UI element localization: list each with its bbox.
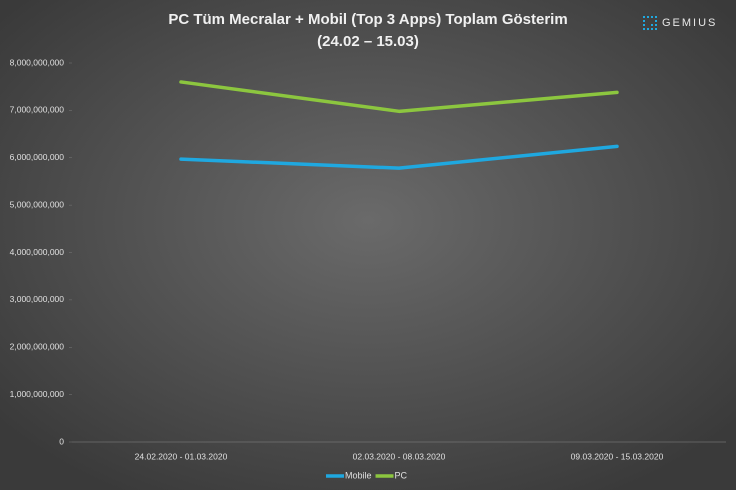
y-tick-label: 7,000,000,000	[10, 105, 65, 115]
y-tick-label: 0	[59, 436, 64, 446]
chart-title: PC Tüm Mecralar + Mobil (Top 3 Apps) Top…	[168, 11, 567, 28]
line-series	[179, 144, 619, 170]
y-tick-label: 4,000,000,000	[10, 247, 65, 257]
y-tick-label: 5,000,000,000	[10, 199, 65, 209]
x-tick-label: 02.03.2020 - 08.03.2020	[353, 451, 446, 461]
y-tick-label: 3,000,000,000	[10, 294, 65, 304]
x-tick-label: 24.02.2020 - 01.03.2020	[135, 451, 228, 461]
y-tick-label: 1,000,000,000	[10, 389, 65, 399]
chart-subtitle: (24.02 – 15.03)	[317, 33, 419, 50]
line-series	[179, 80, 619, 114]
x-tick-label: 09.03.2020 - 15.03.2020	[571, 451, 664, 461]
y-tick-label: 2,000,000,000	[10, 342, 65, 352]
y-tick-label: 6,000,000,000	[10, 152, 65, 162]
brand-logo: GEMIUS	[643, 16, 717, 30]
brand: GEMIUS	[662, 17, 717, 29]
legend-label: Mobile	[345, 470, 372, 480]
legend-label: PC	[395, 470, 408, 480]
y-tick-label: 8,000,000,000	[10, 57, 65, 67]
